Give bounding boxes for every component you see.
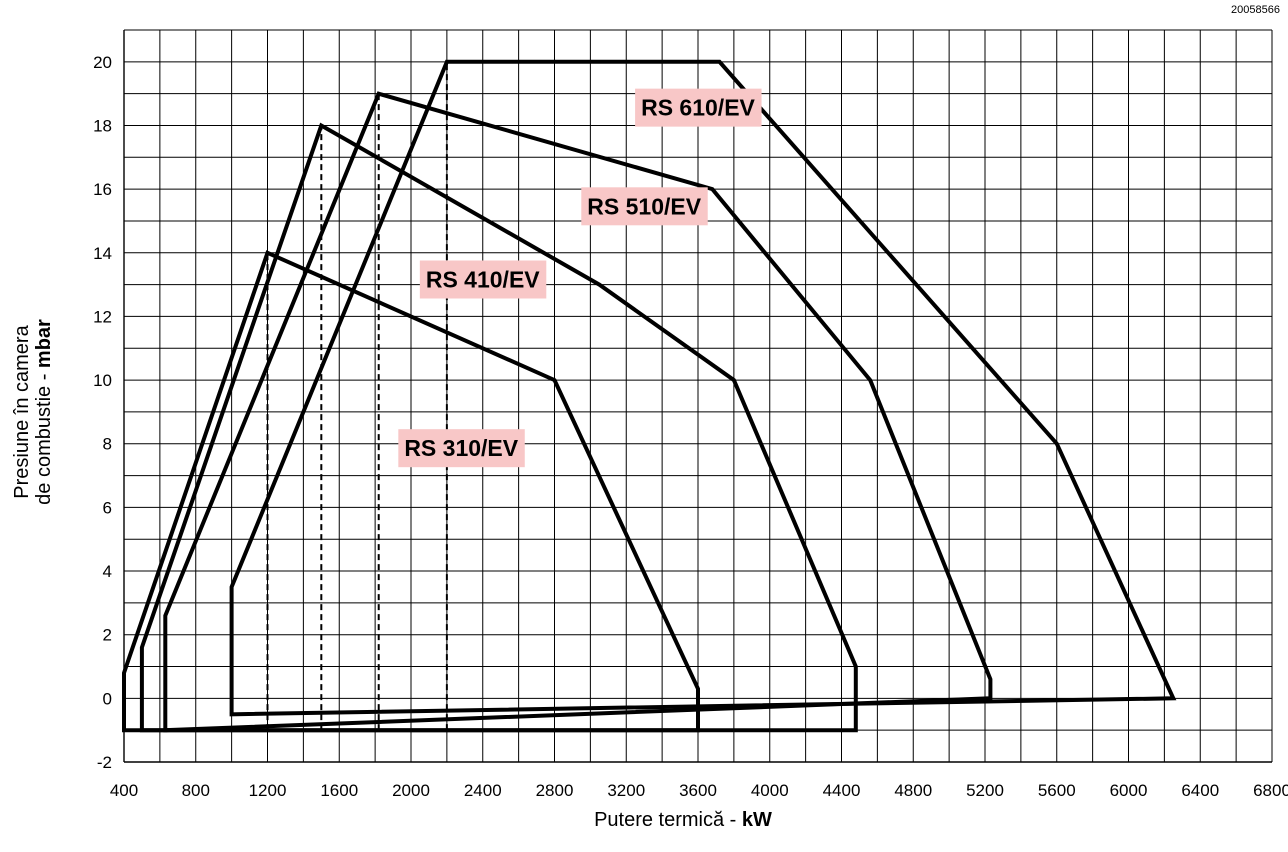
y-tick-labels: -2 0 2 4 6 8 10 12 14 16 18 20 [93,53,112,772]
y-tick-label: 10 [93,371,112,390]
x-tick-label: 5200 [966,781,1004,800]
x-tick-labels: 400 800 1200 1600 2000 2400 2800 3200 3600 4000 44… [110,781,1288,800]
y-tick-label: 18 [93,116,112,135]
x-tick-label: 3600 [679,781,717,800]
x-tick-label: 4800 [894,781,932,800]
envelope-line [163,91,993,733]
y-tick-label: 16 [93,180,112,199]
y-axis-unit: mbar [33,319,55,368]
drawing-code: 20058566 [1231,4,1280,16]
y-tick-label: 8 [103,435,112,454]
y-tick-label: 4 [103,562,112,581]
model-label: RS 610/EV [635,88,762,127]
x-tick-label: 400 [110,781,138,800]
x-axis-title-text: Putere termică - [594,809,742,831]
x-tick-label: 3200 [607,781,645,800]
x-tick-label: 2400 [464,781,502,800]
x-tick-label: 2800 [536,781,574,800]
model-label: RS 310/EV [398,429,525,468]
model-label-text: RS 310/EV [404,435,518,461]
x-tick-label: 1200 [249,781,287,800]
y-tick-label: 14 [93,244,112,263]
x-tick-label: 6400 [1181,781,1219,800]
y-tick-label: 20 [93,53,112,72]
x-tick-label: 1600 [320,781,358,800]
x-axis-unit: kW [742,809,772,831]
y-axis-title-line1: Presiune în camera [11,324,33,498]
envelope-line [229,59,1177,717]
x-tick-label: 2000 [392,781,430,800]
model-label-background [419,260,547,299]
y-tick-label: 6 [103,498,112,517]
y-axis-title: Presiune în camera de combustie - mbar [11,319,55,505]
model-label-text: RS 410/EV [426,267,540,293]
chart-grid [123,29,1273,763]
model-label: RS 410/EV [419,260,547,299]
model-label-background [398,429,525,468]
model-label: RS 510/EV [581,187,708,226]
y-tick-label: 12 [93,307,112,326]
y-axis-title-line2: de combustie - mbar [33,319,55,505]
x-tick-label: 4000 [751,781,789,800]
model-labels: RS 610/EV RS 510/EV RS 410/EV RS 310/EV [398,88,762,468]
model-label-background [581,187,708,226]
model-label-text: RS 610/EV [641,95,755,121]
y-tick-label: 2 [103,626,112,645]
y-tick-label: -2 [97,753,112,772]
x-axis-title: Putere termică - kW [594,809,772,831]
y-axis-title-text: de combustie - [33,368,55,505]
model-label-background [635,88,762,127]
y-tick-label: 0 [103,689,112,708]
model-label-text: RS 510/EV [587,193,701,219]
envelope-series [122,59,1177,733]
envelope-line [139,122,858,733]
x-tick-label: 800 [182,781,210,800]
reference-lines [266,61,448,731]
x-tick-label: 6800 [1253,781,1288,800]
x-tick-label: 4400 [823,781,861,800]
x-tick-label: 6000 [1110,781,1148,800]
x-tick-label: 5600 [1038,781,1076,800]
